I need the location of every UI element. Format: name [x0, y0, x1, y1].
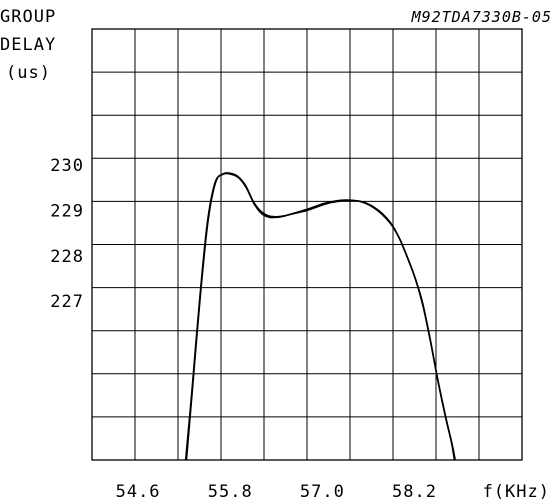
y-tick-label: 230: [50, 156, 84, 176]
x-tick-label: 55.8: [208, 482, 253, 502]
grid: [91, 28, 523, 461]
ylabel-line-3: (us): [6, 63, 51, 83]
xlabel: f(KHz): [483, 482, 550, 502]
ylabel-line-2: DELAY: [0, 35, 56, 55]
labels: GROUP DELAY (us) M92TDA7330B-05 f(KHz) 2…: [0, 7, 552, 502]
series-line-2: [185, 172, 456, 461]
y-tick-label: 228: [50, 247, 84, 267]
ylabel-line-1: GROUP: [0, 7, 56, 27]
x-tick-label: 57.0: [300, 482, 345, 502]
y-tick-label: 229: [50, 201, 84, 221]
chart-title: M92TDA7330B-05: [411, 8, 552, 26]
x-tick-label: 54.6: [116, 482, 161, 502]
series-group: [184, 172, 456, 461]
y-tick-label: 227: [50, 292, 84, 312]
x-tick-label: 58.2: [392, 482, 437, 502]
